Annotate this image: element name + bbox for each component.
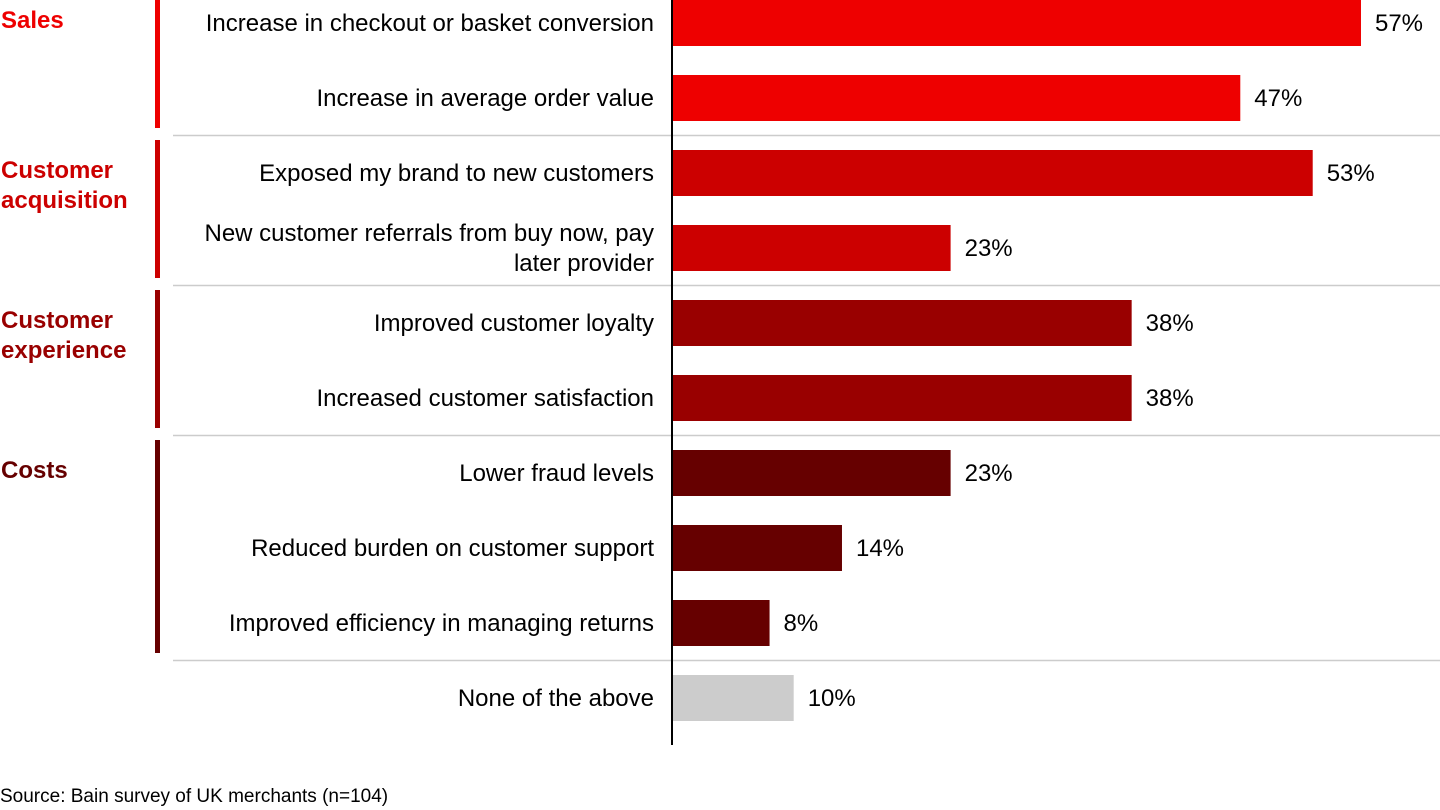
category-label: New customer referrals from buy now, pay xyxy=(205,220,655,247)
source-note: Source: Bain survey of UK merchants (n=1… xyxy=(0,786,389,807)
group-label: Sales xyxy=(1,7,64,34)
category-label: Lower fraud levels xyxy=(459,460,654,487)
value-label: 57% xyxy=(1375,10,1423,37)
bar xyxy=(673,300,1132,346)
group-label: Customer xyxy=(1,307,113,334)
group-bracket xyxy=(155,140,160,278)
value-label: 23% xyxy=(965,235,1013,262)
category-label: Improved customer loyalty xyxy=(374,310,654,337)
bar xyxy=(673,450,951,496)
category-label: Increase in average order value xyxy=(316,85,654,112)
group-bracket xyxy=(155,0,160,128)
category-label: Increase in checkout or basket conversio… xyxy=(206,10,654,37)
bar xyxy=(673,675,794,721)
bar xyxy=(673,75,1241,121)
bar-chart: 57% Increase in checkout or basket conver… xyxy=(1,0,1440,745)
bar xyxy=(673,525,842,571)
value-label: 8% xyxy=(784,610,819,637)
category-label: later provider xyxy=(514,250,654,277)
bar xyxy=(673,600,770,646)
category-label: Increased customer satisfaction xyxy=(317,385,655,412)
value-label: 10% xyxy=(808,685,856,712)
category-label: Exposed my brand to new customers xyxy=(259,160,654,187)
value-label: 38% xyxy=(1146,310,1194,337)
value-label: 38% xyxy=(1146,385,1194,412)
group-bracket xyxy=(155,440,160,653)
group-bracket xyxy=(155,290,160,428)
group-label: experience xyxy=(1,337,126,364)
group-label: Costs xyxy=(1,457,68,484)
value-label: 47% xyxy=(1254,85,1302,112)
category-label: Reduced burden on customer support xyxy=(251,535,654,562)
bar xyxy=(673,225,951,271)
bar xyxy=(673,0,1361,46)
category-label: None of the above xyxy=(458,685,654,712)
value-label: 23% xyxy=(965,460,1013,487)
bar xyxy=(673,375,1132,421)
value-label: 14% xyxy=(856,535,904,562)
group-label: Customer xyxy=(1,157,113,184)
value-label: 53% xyxy=(1327,160,1375,187)
bar xyxy=(673,150,1313,196)
category-label: Improved efficiency in managing returns xyxy=(229,610,654,637)
group-label: acquisition xyxy=(1,187,128,214)
